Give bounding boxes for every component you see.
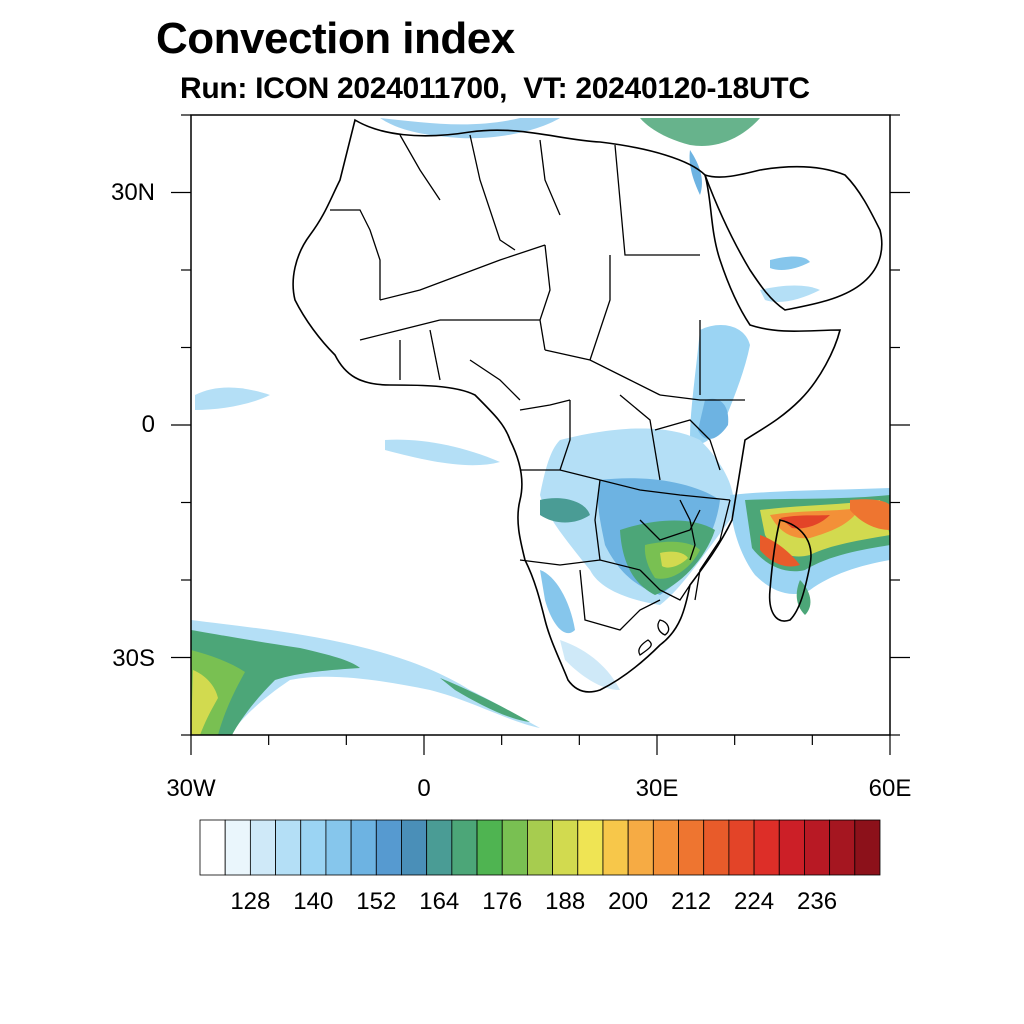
run-subtitle: Run: ICON 2024011700, VT: 20240120-18UTC — [180, 72, 810, 105]
colorbar-swatch — [703, 819, 730, 876]
colorbar-swatch — [476, 819, 503, 876]
axis-ticks — [171, 114, 910, 755]
country-borders — [330, 134, 745, 656]
colorbar-swatch — [501, 819, 528, 876]
colorbar-swatch — [224, 819, 251, 876]
colorbar-label: 164 — [419, 888, 460, 915]
colorbar-swatch — [753, 819, 780, 876]
colorbar-swatch — [577, 819, 604, 876]
x-label-0: 0 — [417, 775, 431, 802]
colorbar-swatch — [728, 819, 755, 876]
colorbar-label: 152 — [356, 888, 397, 915]
colorbar-swatch — [778, 819, 805, 876]
colorbar-swatch — [300, 819, 327, 876]
y-label-30s: 30S — [112, 645, 155, 672]
colorbar-label: 188 — [545, 888, 586, 915]
colorbar-swatch — [627, 819, 654, 876]
colorbar-label: 140 — [293, 888, 334, 915]
colorbar-swatch — [375, 819, 402, 876]
colorbar-swatch — [829, 819, 856, 876]
colorbar-swatch — [401, 819, 428, 876]
convection-field — [191, 118, 890, 735]
y-label-0: 0 — [141, 411, 155, 438]
colorbar-swatch — [854, 819, 881, 876]
colorbar-swatch — [275, 819, 302, 876]
colorbar-swatch — [652, 819, 679, 876]
colorbar-label: 212 — [671, 888, 712, 915]
colorbar-label: 224 — [734, 888, 775, 915]
colorbar-swatch — [426, 819, 453, 876]
colorbar-swatch — [602, 819, 629, 876]
x-label-30w: 30W — [166, 775, 216, 802]
colorbar-swatch — [199, 819, 226, 876]
colorbar-swatch — [804, 819, 831, 876]
x-label-30e: 30E — [635, 775, 679, 802]
colorbar-swatch — [249, 819, 276, 876]
colorbar-swatch — [552, 819, 579, 876]
colorbar-label: 176 — [482, 888, 523, 915]
colorbar-swatch — [350, 819, 377, 876]
colorbar-label: 200 — [608, 888, 649, 915]
colorbar-label: 236 — [797, 888, 838, 915]
colorbar-swatch — [678, 819, 705, 876]
coastline — [292, 118, 883, 693]
x-label-60e: 60E — [868, 775, 912, 802]
colorbar-label: 128 — [230, 888, 271, 915]
page-title: Convection index — [156, 14, 515, 63]
colorbar-swatch — [451, 819, 478, 876]
colorbar-swatch — [325, 819, 352, 876]
colorbar-swatch — [527, 819, 553, 876]
y-label-30n: 30N — [110, 179, 155, 206]
